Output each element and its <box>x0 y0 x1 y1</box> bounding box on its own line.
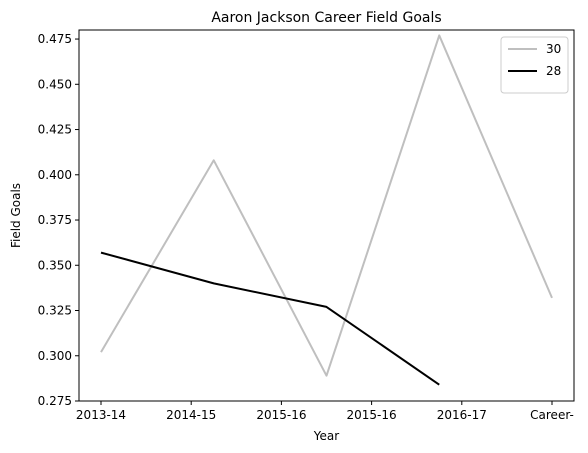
x-tick-label: Career- <box>530 408 574 422</box>
series-line-30 <box>100 34 553 377</box>
legend-box <box>500 36 569 94</box>
x-tick-label: 2015-16 <box>256 408 306 422</box>
y-tick-label: 0.475 <box>38 32 72 46</box>
legend-label: 28 <box>546 64 561 78</box>
x-tick-label: 2016-17 <box>437 408 487 422</box>
chart-title: Aaron Jackson Career Field Goals <box>211 10 441 26</box>
y-tick-label: 0.400 <box>38 168 72 182</box>
y-tick-label: 0.350 <box>38 258 72 272</box>
series-line-28 <box>100 251 440 386</box>
x-tick-label: 2015-16 <box>347 408 397 422</box>
y-tick-label: 0.375 <box>38 213 72 227</box>
y-axis-ticks: 0.275 0.300 0.325 0.350 0.375 0.400 0.425 0.450… <box>38 32 79 408</box>
y-tick-label: 0.450 <box>38 77 72 91</box>
legend: 30 28 <box>500 36 569 94</box>
legend-label: 30 <box>546 42 561 56</box>
y-tick-label: 0.425 <box>38 123 72 137</box>
x-tick-label: 2014-15 <box>166 408 216 422</box>
x-axis-ticks: 2013-14 2014-15 2015-16 2015-16 2016-17 Caree… <box>76 401 574 422</box>
x-tick-label: 2013-14 <box>76 408 126 422</box>
x-axis-title: Year <box>313 429 339 443</box>
y-tick-label: 0.300 <box>38 349 72 363</box>
series-layer <box>100 34 553 386</box>
y-axis-title: Field Goals <box>9 183 23 248</box>
y-tick-label: 0.275 <box>38 394 72 408</box>
plot-frame <box>78 29 575 402</box>
y-tick-label: 0.325 <box>38 304 72 318</box>
